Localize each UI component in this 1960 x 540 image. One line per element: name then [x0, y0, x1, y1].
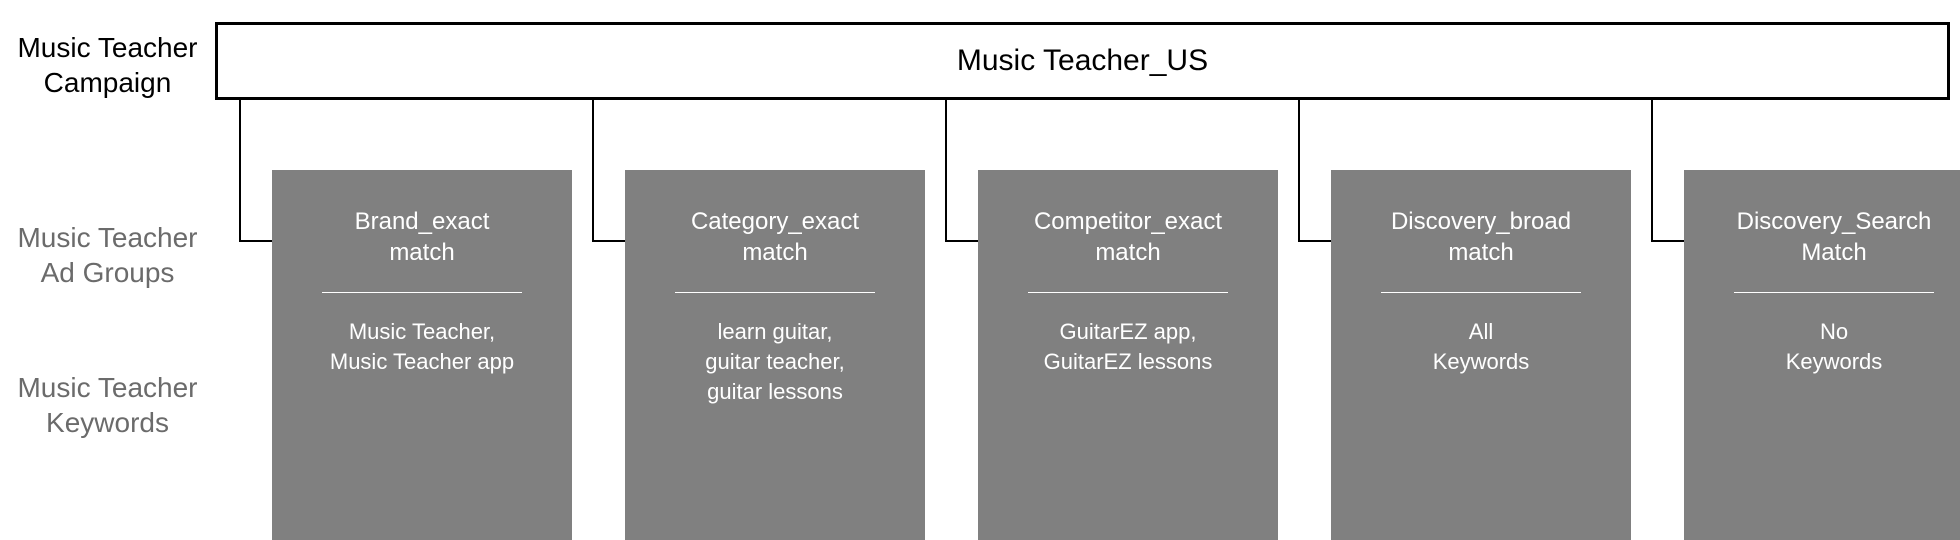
- adgroup-keywords: Music Teacher, Music Teacher app: [330, 317, 514, 376]
- row-label-adgroups: Music Teacher Ad Groups: [0, 220, 215, 290]
- adgroup-keywords: No Keywords: [1786, 317, 1883, 376]
- campaign-box: Music Teacher_US: [215, 22, 1950, 100]
- connector-horizontal: [592, 240, 625, 242]
- connector-horizontal: [239, 240, 272, 242]
- adgroup-title: Competitor_exact match: [1034, 206, 1222, 268]
- row-label-keywords: Music Teacher Keywords: [0, 370, 215, 440]
- connector-vertical: [239, 100, 241, 242]
- diagram-root: Music Teacher Campaign Music Teacher Ad …: [0, 0, 1960, 540]
- adgroup-card: Discovery_broad match All Keywords: [1331, 170, 1631, 540]
- connector-horizontal: [1651, 240, 1684, 242]
- connector-vertical: [1298, 100, 1300, 242]
- card-divider: [675, 292, 875, 293]
- card-divider: [1028, 292, 1228, 293]
- adgroup-title: Discovery_broad match: [1391, 206, 1571, 268]
- card-divider: [1381, 292, 1581, 293]
- connector-vertical: [1651, 100, 1653, 242]
- adgroup-title: Discovery_Search Match: [1737, 206, 1932, 268]
- adgroup-card: Brand_exact match Music Teacher, Music Te…: [272, 170, 572, 540]
- adgroup-title: Category_exact match: [691, 206, 859, 268]
- adgroup-card: Competitor_exact match GuitarEZ app, Guit…: [978, 170, 1278, 540]
- adgroup-card: Discovery_Search Match No Keywords: [1684, 170, 1960, 540]
- connector-horizontal: [945, 240, 978, 242]
- card-divider: [322, 292, 522, 293]
- connector-vertical: [592, 100, 594, 242]
- connector-vertical: [945, 100, 947, 242]
- adgroup-keywords: GuitarEZ app, GuitarEZ lessons: [1044, 317, 1213, 376]
- adgroup-keywords: learn guitar, guitar teacher, guitar les…: [705, 317, 844, 406]
- row-label-campaign: Music Teacher Campaign: [0, 30, 215, 100]
- card-divider: [1734, 292, 1934, 293]
- adgroup-card: Category_exact match learn guitar, guitar…: [625, 170, 925, 540]
- adgroup-keywords: All Keywords: [1433, 317, 1530, 376]
- adgroup-title: Brand_exact match: [355, 206, 490, 268]
- connector-horizontal: [1298, 240, 1331, 242]
